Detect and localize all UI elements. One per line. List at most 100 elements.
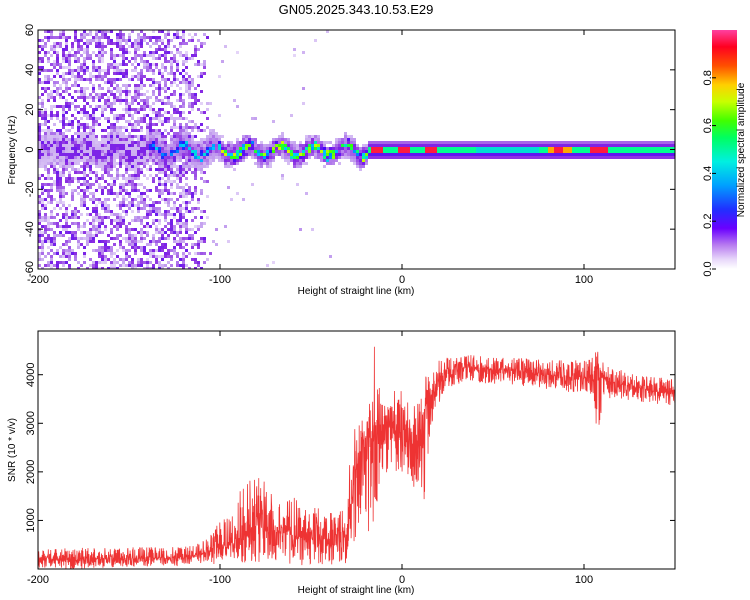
spectrogram-cell xyxy=(527,150,530,153)
spectrogram-cell xyxy=(368,144,371,147)
spectrogram-cell xyxy=(296,150,299,153)
spectrogram-cell xyxy=(425,150,428,153)
spectrogram-cell xyxy=(137,150,140,153)
spectrogram-cell xyxy=(62,249,65,252)
spectrogram-cell xyxy=(185,156,188,159)
spectrogram-cell xyxy=(62,48,65,51)
spectrogram-cell xyxy=(185,51,188,54)
spectrogram-cell xyxy=(155,36,158,39)
spectrogram-cell xyxy=(653,141,656,144)
spectrogram-cell xyxy=(167,174,170,177)
spectrogram-cell xyxy=(113,213,116,216)
spectrogram-cell xyxy=(113,132,116,135)
spectrogram-cell xyxy=(647,141,650,144)
spectrogram-cell xyxy=(71,123,74,126)
spectrogram-cell xyxy=(158,171,161,174)
spectrogram-cell xyxy=(62,30,65,33)
spectrogram-cell xyxy=(197,147,200,150)
spectrogram-cell xyxy=(116,204,119,207)
spectrogram-cell xyxy=(152,54,155,57)
spectrogram-cell xyxy=(302,150,305,153)
spectrogram-cell xyxy=(59,150,62,153)
spectrogram-cell xyxy=(353,150,356,153)
spectrogram-cell xyxy=(107,147,110,150)
spectrogram-cell xyxy=(179,117,182,120)
spectrogram-cell xyxy=(170,165,173,168)
spectrogram-cell xyxy=(359,168,362,171)
spectrogram-cell xyxy=(137,246,140,249)
spectrogram-cell xyxy=(170,162,173,165)
spectrogram-cell xyxy=(338,153,341,156)
spectrogram-cell xyxy=(308,156,311,159)
spectrogram-cell xyxy=(533,153,536,156)
spectrogram-cell xyxy=(41,258,44,261)
spectrogram-cell xyxy=(53,138,56,141)
spectrogram-cell xyxy=(176,30,179,33)
spectrogram-cell xyxy=(86,96,89,99)
spectrogram-cell xyxy=(173,159,176,162)
spectrogram-cell xyxy=(71,69,74,72)
spectrogram-cell xyxy=(80,135,83,138)
spectrogram-cell xyxy=(377,156,380,159)
spectrogram-cell xyxy=(413,156,416,159)
spectrogram-cell xyxy=(194,159,197,162)
spectrogram-cell xyxy=(101,258,104,261)
spectrogram-cell xyxy=(185,78,188,81)
spectrogram-cell xyxy=(185,219,188,222)
spectrogram-cell xyxy=(479,153,482,156)
spectrogram-cell xyxy=(356,153,359,156)
spectrogram-cell xyxy=(263,144,266,147)
spectrogram-cell xyxy=(119,63,122,66)
spectrogram-cell xyxy=(140,228,143,231)
spectrogram-cell xyxy=(140,195,143,198)
spectrogram-cell xyxy=(434,156,437,159)
spectrogram-cell xyxy=(266,162,269,165)
spectrogram-cell xyxy=(173,240,176,243)
spectrogram-cell xyxy=(47,135,50,138)
spectrogram-cell xyxy=(656,153,659,156)
spectrogram-cell xyxy=(314,150,317,153)
spectrogram-cell xyxy=(101,252,104,255)
spectrogram-cell xyxy=(158,231,161,234)
spectrogram-cell xyxy=(182,36,185,39)
spectrogram-cell xyxy=(86,267,89,269)
spectrogram-cell xyxy=(134,264,137,267)
spectrogram-cell xyxy=(170,258,173,261)
spectrogram-cell xyxy=(617,150,620,153)
spectrogram-cell xyxy=(311,147,314,150)
spectrogram-cell xyxy=(50,129,53,132)
spectrogram-cell xyxy=(122,36,125,39)
spectrogram-cell xyxy=(257,156,260,159)
spectrogram-cell xyxy=(437,150,440,153)
spectrogram-cell xyxy=(440,141,443,144)
spectrogram-cell xyxy=(458,153,461,156)
spectrogram-cell xyxy=(554,141,557,144)
spectrogram-cell xyxy=(47,234,50,237)
spectrogram-cell xyxy=(176,264,179,267)
spectrogram-cell xyxy=(140,162,143,165)
spectrogram-cell xyxy=(41,174,44,177)
spectrogram-cell xyxy=(296,156,299,159)
spectrogram-cell xyxy=(38,222,41,225)
spectrogram-cell xyxy=(113,54,116,57)
colorbar-ticks: 0.00.20.40.60.8 xyxy=(702,70,716,277)
spectrogram-cell xyxy=(119,162,122,165)
spectrogram-cell xyxy=(167,78,170,81)
spectrogram-cell xyxy=(350,159,353,162)
spectrogram-cell xyxy=(71,72,74,75)
spectrogram-cell xyxy=(107,246,110,249)
spectrogram-cell xyxy=(80,39,83,42)
spectrogram-cell xyxy=(158,162,161,165)
spectrogram-cell xyxy=(521,150,524,153)
spectrogram-cell xyxy=(119,54,122,57)
spectrogram-cell xyxy=(50,249,53,252)
spectrogram-cell xyxy=(155,114,158,117)
spectrogram-cell xyxy=(320,156,323,159)
spectrogram-cell xyxy=(584,147,587,150)
spectrogram-cell xyxy=(149,84,152,87)
spectrogram-cell xyxy=(200,216,203,219)
spectrogram-cell xyxy=(233,147,236,150)
spectrogram-cell xyxy=(53,180,56,183)
spectrogram-cell xyxy=(101,48,104,51)
spectrogram-cell xyxy=(620,144,623,147)
